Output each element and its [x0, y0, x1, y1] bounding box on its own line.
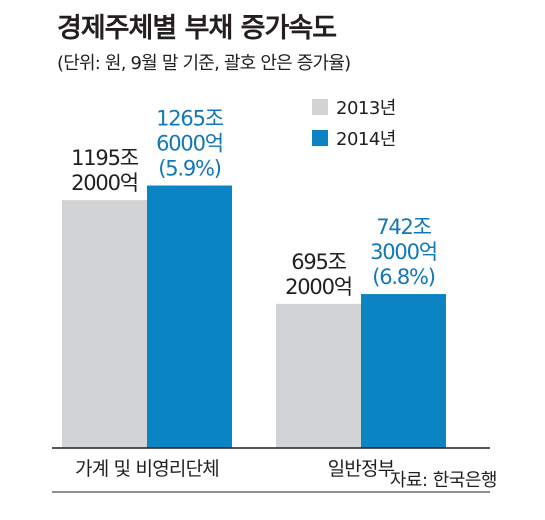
bars-group — [62, 185, 446, 448]
data-label: 3000억 — [370, 240, 437, 264]
legend-swatch — [312, 130, 328, 146]
category-label: 가계 및 비영리단체 — [75, 458, 219, 480]
data-label: (5.9%) — [158, 157, 221, 181]
source-note: 자료: 한국은행 — [389, 470, 498, 491]
data-label: 742조 — [376, 215, 431, 239]
data-label: 6000억 — [156, 132, 223, 156]
chart-subtitle: (단위: 원, 9월 말 기준, 괄호 안은 증가율) — [57, 53, 351, 74]
legend-swatch — [312, 99, 328, 115]
data-label: 1265조 — [156, 107, 224, 131]
data-labels-group: 1195조2000억1265조6000억(5.9%)695조2000억742조3… — [71, 107, 438, 299]
bar-2014년-일반정부 — [361, 294, 446, 448]
data-label: 2000억 — [285, 275, 352, 299]
bar-2013년-일반정부 — [276, 303, 361, 448]
category-labels-group: 가계 및 비영리단체 일반정부 — [75, 458, 395, 480]
bar-2013년-가계 및 비영리단체 — [62, 200, 147, 448]
data-label: 1195조 — [71, 146, 139, 170]
data-label: 2000억 — [71, 171, 138, 195]
legend-label: 2014년 — [336, 129, 396, 150]
bar-2014년-가계 및 비영리단체 — [147, 185, 232, 448]
legend: 2013년 2014년 — [312, 98, 396, 150]
data-label: (6.8%) — [372, 265, 435, 289]
chart-title: 경제주체별 부채 증가속도 — [57, 13, 337, 44]
legend-label: 2013년 — [336, 98, 396, 119]
category-label: 일반정부 — [328, 458, 395, 480]
data-label: 695조 — [291, 250, 346, 274]
